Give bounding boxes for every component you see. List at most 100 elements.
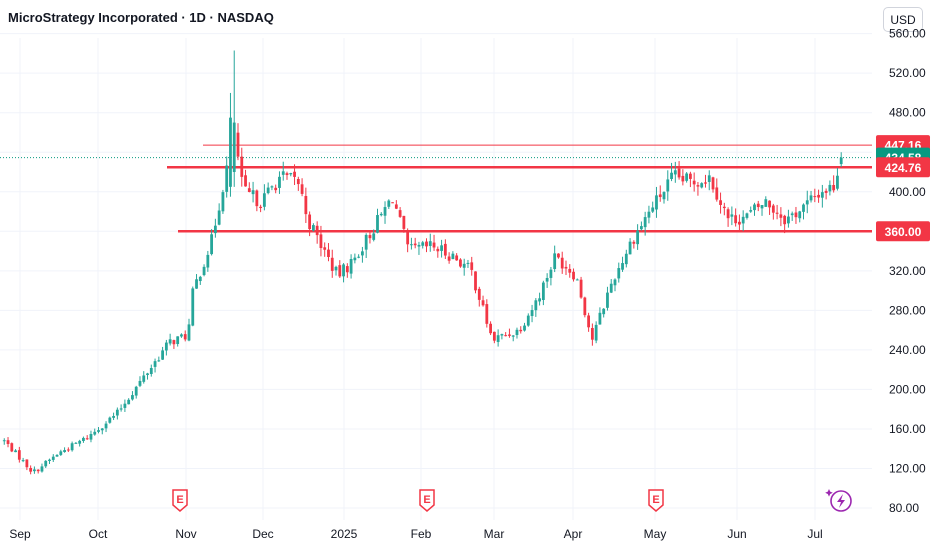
- candle: [172, 339, 176, 349]
- candle-body: [229, 117, 232, 187]
- candle-body: [376, 215, 379, 233]
- candle-body: [692, 180, 696, 185]
- candle-body: [753, 204, 756, 211]
- candle-body: [820, 192, 824, 198]
- candle-body: [36, 469, 40, 472]
- candle: [274, 184, 278, 194]
- candle-body: [572, 271, 575, 280]
- candle-body: [817, 194, 820, 198]
- candle-body: [696, 185, 700, 187]
- candle-body: [526, 315, 530, 326]
- candle-body: [836, 175, 839, 189]
- candle: [131, 391, 134, 401]
- candle: [436, 246, 440, 258]
- candle-body: [677, 168, 681, 178]
- candle: [345, 263, 349, 278]
- candle: [760, 205, 764, 216]
- candle: [210, 229, 214, 256]
- candle-body: [134, 386, 138, 396]
- currency-button[interactable]: USD: [883, 7, 923, 32]
- candle-body: [568, 268, 572, 273]
- candle: [417, 241, 421, 255]
- candle-body: [764, 199, 768, 207]
- candle-body: [805, 200, 809, 205]
- candle-body: [206, 254, 210, 268]
- price-axis[interactable]: 80.00 120.00 160.00 200.00 240.00 280.00 320.0…: [872, 27, 932, 550]
- candle-body: [809, 195, 813, 201]
- earnings-icon[interactable]: E: [172, 489, 188, 512]
- candle: [553, 245, 557, 273]
- candle-body: [349, 258, 353, 274]
- candle: [138, 376, 142, 388]
- candle-body: [21, 460, 25, 462]
- candle-body: [617, 268, 621, 279]
- candle-body: [662, 192, 666, 200]
- candle-body: [391, 202, 394, 204]
- candle: [655, 186, 658, 218]
- candle: [609, 279, 613, 294]
- candle-body: [202, 266, 206, 276]
- candle-body: [247, 188, 251, 192]
- candle-body: [327, 249, 330, 258]
- earnings-icon[interactable]: E: [648, 489, 664, 512]
- candle: [255, 189, 259, 212]
- candle-body: [775, 212, 779, 214]
- candle-body: [658, 194, 662, 198]
- candle-body: [824, 190, 828, 193]
- candle: [25, 459, 29, 471]
- y-tick-label: 200.00: [889, 382, 926, 396]
- candle: [413, 237, 417, 249]
- candle-body: [802, 204, 805, 212]
- candle: [598, 307, 602, 325]
- y-tick-label: 120.00: [889, 461, 926, 475]
- candle: [10, 442, 14, 453]
- x-tick-label: Dec: [252, 527, 273, 541]
- candle: [74, 442, 78, 444]
- candle: [353, 253, 357, 264]
- candle-body: [270, 186, 274, 188]
- candle-body: [734, 215, 738, 224]
- candle: [643, 211, 647, 236]
- candle-body: [180, 334, 183, 337]
- candle: [447, 252, 451, 264]
- candle: [202, 264, 206, 277]
- candle: [726, 207, 730, 227]
- candle: [21, 457, 25, 463]
- candle-body: [726, 209, 730, 219]
- x-tick-label: Sep: [9, 527, 31, 541]
- candle-body: [685, 173, 689, 181]
- candle-body: [187, 324, 191, 341]
- candle: [692, 172, 696, 192]
- candle: [768, 200, 771, 215]
- earnings-label: E: [176, 494, 183, 506]
- candle-body: [470, 262, 474, 270]
- candle-body: [33, 469, 36, 472]
- symbol-title[interactable]: MicroStrategy Incorporated · 1D · NASDAQ: [8, 10, 274, 25]
- candle-body: [768, 200, 771, 208]
- lightning-icon[interactable]: [825, 489, 852, 512]
- candle: [568, 264, 572, 278]
- candle-body: [131, 395, 134, 400]
- candle-body: [176, 336, 180, 345]
- candle-body: [119, 408, 123, 410]
- candle-body: [372, 233, 376, 240]
- candle: [296, 176, 300, 191]
- candle: [108, 416, 112, 424]
- candle: [798, 210, 802, 223]
- candle: [428, 233, 432, 252]
- candle: [707, 170, 711, 191]
- earnings-icon[interactable]: E: [419, 489, 435, 512]
- time-axis[interactable]: Sep Oct Nov Dec 2025 Feb Mar Apr May Jun Jul: [9, 527, 822, 541]
- x-tick-label: Jun: [727, 527, 746, 541]
- candle: [632, 240, 636, 249]
- candle-body: [813, 196, 817, 198]
- candle-body: [93, 431, 97, 435]
- candle: [33, 466, 36, 474]
- candle: [685, 172, 689, 183]
- candle: [485, 299, 489, 328]
- candle: [504, 332, 508, 337]
- candle-body: [63, 450, 66, 453]
- horizontal-levels[interactable]: [0, 144, 872, 233]
